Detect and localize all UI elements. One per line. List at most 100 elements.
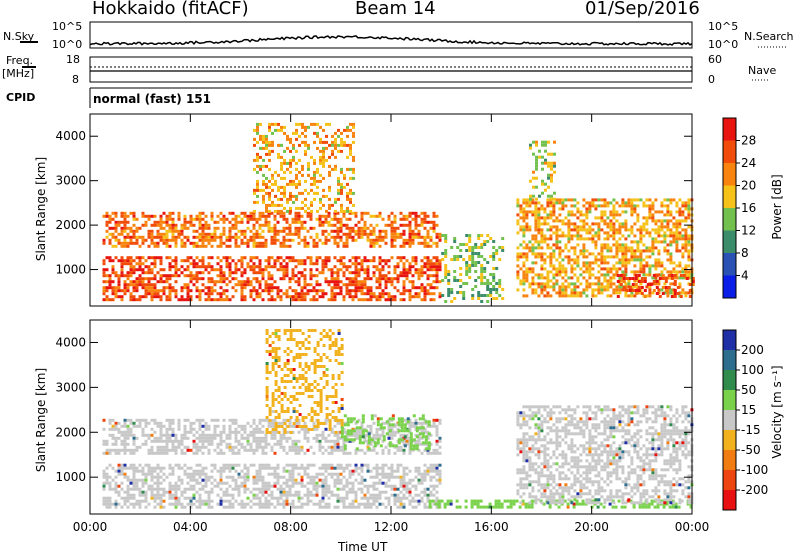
echo-cell	[265, 134, 268, 138]
echo-cell	[222, 451, 226, 455]
echo-cell	[126, 256, 130, 260]
echo-cell	[147, 421, 151, 425]
echo-cell	[480, 273, 484, 276]
echo-cell	[357, 229, 361, 233]
echo-cell	[303, 466, 307, 470]
echo-cell	[681, 213, 685, 217]
echo-cell	[213, 232, 217, 236]
echo-cell	[624, 267, 628, 271]
echo-cell	[351, 295, 355, 299]
echo-cell	[417, 232, 421, 236]
echo-cell	[303, 292, 307, 296]
echo-cell	[675, 237, 679, 241]
echo-cell	[207, 427, 211, 431]
echo-cell	[297, 451, 301, 455]
echo-cell	[576, 234, 580, 238]
echo-cell	[108, 418, 112, 422]
echo-cell	[609, 210, 613, 214]
echo-cell	[561, 288, 565, 292]
echo-cell	[282, 244, 286, 248]
echo-cell	[432, 229, 436, 233]
echo-cell	[159, 427, 163, 431]
echo-cell	[228, 424, 232, 428]
echo-cell	[201, 241, 205, 245]
echo-cell	[639, 258, 643, 262]
echo-cell	[321, 490, 325, 494]
echo-cell	[480, 282, 484, 285]
echo-cell	[249, 259, 253, 263]
echo-cell	[135, 277, 139, 281]
echo-cell	[315, 280, 319, 284]
echo-cell	[435, 214, 439, 218]
echo-cell	[558, 294, 562, 298]
echo-cell	[258, 271, 262, 275]
echo-cell	[153, 496, 157, 500]
echo-cell	[111, 487, 115, 491]
echo-cell	[189, 496, 193, 500]
echo-cell	[114, 238, 118, 242]
echo-cell	[567, 222, 571, 226]
echo-cell	[153, 469, 157, 473]
echo-cell	[444, 270, 448, 273]
echo-cell	[372, 265, 376, 269]
echo-cell	[156, 490, 160, 494]
echo-cell	[222, 271, 226, 275]
echo-cell	[147, 469, 151, 473]
echo-cell	[285, 478, 289, 482]
echo-cell	[105, 442, 109, 446]
echo-cell	[174, 274, 178, 278]
echo-cell	[222, 490, 226, 494]
echo-cell	[183, 286, 187, 290]
echo-cell	[531, 261, 535, 265]
echo-cell	[432, 262, 436, 266]
echo-cell	[591, 261, 595, 265]
echo-cell	[522, 225, 526, 229]
echo-cell	[204, 481, 208, 485]
echo-cell	[114, 436, 118, 440]
echo-cell	[522, 282, 526, 286]
echo-cell	[304, 125, 307, 129]
echo-cell	[255, 493, 259, 497]
echo-cell	[258, 217, 262, 221]
echo-cell	[180, 436, 184, 440]
echo-cell	[243, 286, 247, 290]
echo-cell	[423, 235, 427, 239]
echo-cell	[228, 469, 232, 473]
echo-cell	[414, 256, 418, 260]
echo-cell	[345, 490, 349, 494]
echo-cell	[339, 220, 343, 224]
echo-cell	[120, 289, 124, 293]
echo-cell	[192, 472, 196, 476]
echo-cell	[384, 475, 388, 479]
echo-cell	[432, 466, 436, 470]
echo-cell	[558, 249, 562, 253]
echo-cell	[108, 487, 112, 491]
echo-cell	[345, 463, 349, 467]
echo-cell	[132, 289, 136, 293]
echo-cell	[351, 298, 355, 302]
echo-cell	[333, 286, 337, 290]
echo-cell	[180, 286, 184, 290]
echo-cell	[519, 207, 523, 211]
echo-cell	[648, 270, 652, 274]
echo-cell	[271, 143, 274, 147]
echo-cell	[288, 436, 292, 440]
echo-cell	[609, 267, 613, 271]
echo-cell	[531, 201, 535, 205]
echo-cell	[597, 204, 601, 208]
echo-cell	[426, 496, 430, 500]
echo-cell	[156, 439, 160, 443]
echo-cell	[291, 298, 295, 302]
echo-cell	[405, 289, 409, 293]
echo-cell	[681, 210, 685, 214]
echo-cell	[249, 235, 253, 239]
echo-cell	[264, 436, 268, 440]
echo-cell	[159, 232, 163, 236]
echo-cell	[640, 286, 644, 289]
echo-cell	[264, 259, 268, 263]
echo-cell	[162, 451, 166, 455]
echo-cell	[372, 259, 376, 263]
echo-cell	[678, 270, 682, 274]
echo-cell	[567, 258, 571, 262]
echo-cell	[126, 283, 130, 287]
